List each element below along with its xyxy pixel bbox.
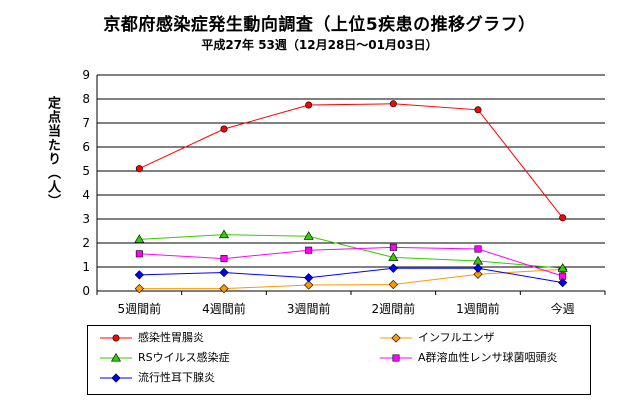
y-axis-label: 定点当たり（人） xyxy=(45,96,60,208)
series-line-3 xyxy=(139,246,563,277)
data-point-s2-1 xyxy=(218,229,230,239)
x-tick-label-0: 5週間前 xyxy=(118,301,162,316)
data-point-s3-1 xyxy=(220,255,228,263)
legend-label: A群溶血性レンサ球菌咽頭炎 xyxy=(418,351,558,364)
series-line-4 xyxy=(139,267,563,284)
legend-swatch xyxy=(100,352,132,362)
legend-marker xyxy=(391,333,401,343)
data-point-s2-4 xyxy=(472,255,484,265)
data-point-s3-4 xyxy=(474,245,482,253)
legend-swatch xyxy=(100,334,132,342)
y-tick-label-2: 2 xyxy=(82,236,90,250)
x-tick-label-5: 今週 xyxy=(551,301,575,316)
data-point-s1-1 xyxy=(219,283,229,294)
data-point-s3-3 xyxy=(389,243,397,251)
data-point-s1-2 xyxy=(304,280,314,290)
legend-marker xyxy=(392,354,400,362)
chart-legend: 感染性胃腸炎 インフルエンザ RSウイルス感染症 A群溶血性レンサ球菌咽頭炎流行性耳下… xyxy=(87,325,591,395)
data-point-s4-2 xyxy=(304,273,314,283)
y-tick-label-7: 7 xyxy=(82,116,90,130)
data-point-s0-5 xyxy=(559,214,567,222)
data-point-s3-2 xyxy=(305,246,313,254)
chart-subtitle: 平成27年 53週（12月28日～01月03日） xyxy=(201,38,438,52)
legend-swatch xyxy=(380,354,412,362)
data-point-s4-3 xyxy=(388,263,398,273)
data-point-s0-3 xyxy=(389,100,397,108)
data-point-s2-0 xyxy=(134,234,145,243)
y-tick-label-8: 8 xyxy=(82,92,90,106)
y-tick-label-6: 6 xyxy=(82,140,90,154)
data-point-s1-3 xyxy=(388,279,398,290)
data-point-s4-0 xyxy=(134,270,144,280)
legend-marker xyxy=(110,352,122,362)
data-point-s0-2 xyxy=(305,101,313,109)
data-point-s1-0 xyxy=(134,283,144,294)
data-point-s3-0 xyxy=(135,250,143,258)
line-chart: 0 1 2 3 4 5 6 7 8 9 5週間前 4週間前 3週間前 2週間前 1週間前 今週 xyxy=(82,68,606,316)
legend-label: インフルエンザ xyxy=(418,331,495,344)
data-point-s4-5 xyxy=(558,277,568,288)
legend-marker xyxy=(111,373,121,383)
data-point-s1-4 xyxy=(473,269,483,279)
series-line-2 xyxy=(139,234,563,269)
data-point-s0-4 xyxy=(474,106,482,114)
legend-marker xyxy=(112,334,120,342)
x-tick-label-4: 1週間前 xyxy=(456,301,500,316)
series-line-1 xyxy=(139,268,563,290)
data-point-s4-1 xyxy=(219,267,229,278)
legend-label: 流行性耳下腺炎 xyxy=(138,371,215,384)
x-tick-label-2: 3週間前 xyxy=(287,301,331,316)
x-tick-label-1: 4週間前 xyxy=(202,301,246,316)
y-tick-label-3: 3 xyxy=(82,212,90,226)
chart-title: 京都府感染症発生動向調査（上位5疾患の推移グラフ） xyxy=(103,15,536,35)
y-tick-label-4: 4 xyxy=(82,188,90,202)
legend-label: RSウイルス感染症 xyxy=(138,351,230,364)
legend-swatch xyxy=(100,373,132,383)
data-point-s0-0 xyxy=(135,165,143,173)
legend-label: 感染性胃腸炎 xyxy=(138,331,204,344)
series-line-0 xyxy=(139,103,564,219)
data-point-s4-4 xyxy=(473,263,483,273)
y-tick-label-9: 9 xyxy=(82,68,90,82)
data-point-s0-1 xyxy=(220,125,228,133)
x-tick-label-3: 2週間前 xyxy=(372,301,416,316)
data-point-s2-3 xyxy=(388,252,399,261)
y-tick-label-1: 1 xyxy=(82,260,90,274)
y-tick-label-0: 0 xyxy=(82,284,90,298)
data-point-s2-5 xyxy=(557,263,568,272)
y-tick-label-5: 5 xyxy=(82,164,90,178)
legend-swatch xyxy=(380,333,412,343)
data-point-s2-2 xyxy=(303,231,314,240)
